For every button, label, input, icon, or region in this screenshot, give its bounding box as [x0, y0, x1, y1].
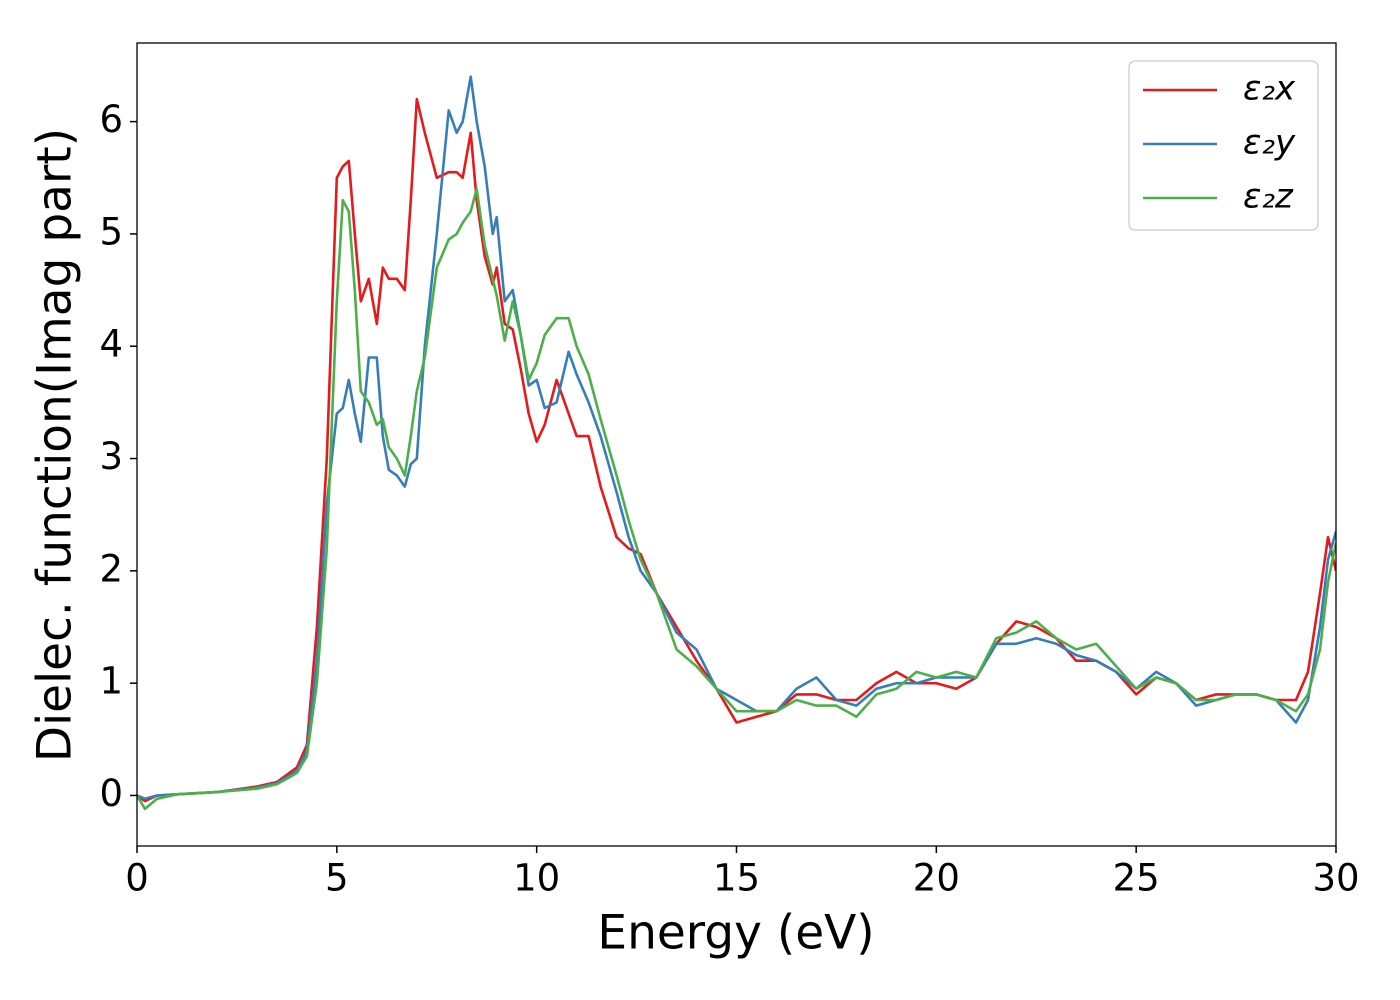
data-line: [137, 187, 1336, 811]
legend-label: ε₂z: [1243, 177, 1294, 217]
x-tick-label: 10: [513, 857, 560, 900]
legend-label: ε₂x: [1243, 69, 1296, 109]
y-tick-label: 6: [99, 98, 123, 141]
x-tick-label: 20: [913, 857, 960, 900]
x-tick-label: 15: [713, 857, 760, 900]
plot-frame: [136, 42, 1337, 847]
y-tick-label: 0: [99, 772, 123, 815]
x-axis-label: Energy (eV): [597, 906, 874, 961]
x-tick-label: 0: [125, 857, 149, 900]
plot-area: [137, 75, 1336, 811]
data-line: [137, 75, 1336, 801]
y-axis-label: Dielec. function(Imag part): [28, 128, 83, 762]
x-tick-label: 30: [1312, 857, 1359, 900]
y-tick-label: 1: [99, 660, 123, 703]
y-tick-label: 2: [99, 547, 123, 590]
y-tick-label: 3: [99, 435, 123, 478]
x-tick-label: 25: [1113, 857, 1160, 900]
y-tick-label: 5: [99, 210, 123, 253]
legend-label: ε₂y: [1243, 123, 1296, 163]
x-tick-label: 5: [325, 857, 349, 900]
legend-box: [1128, 60, 1319, 231]
y-tick-label: 4: [99, 323, 123, 366]
